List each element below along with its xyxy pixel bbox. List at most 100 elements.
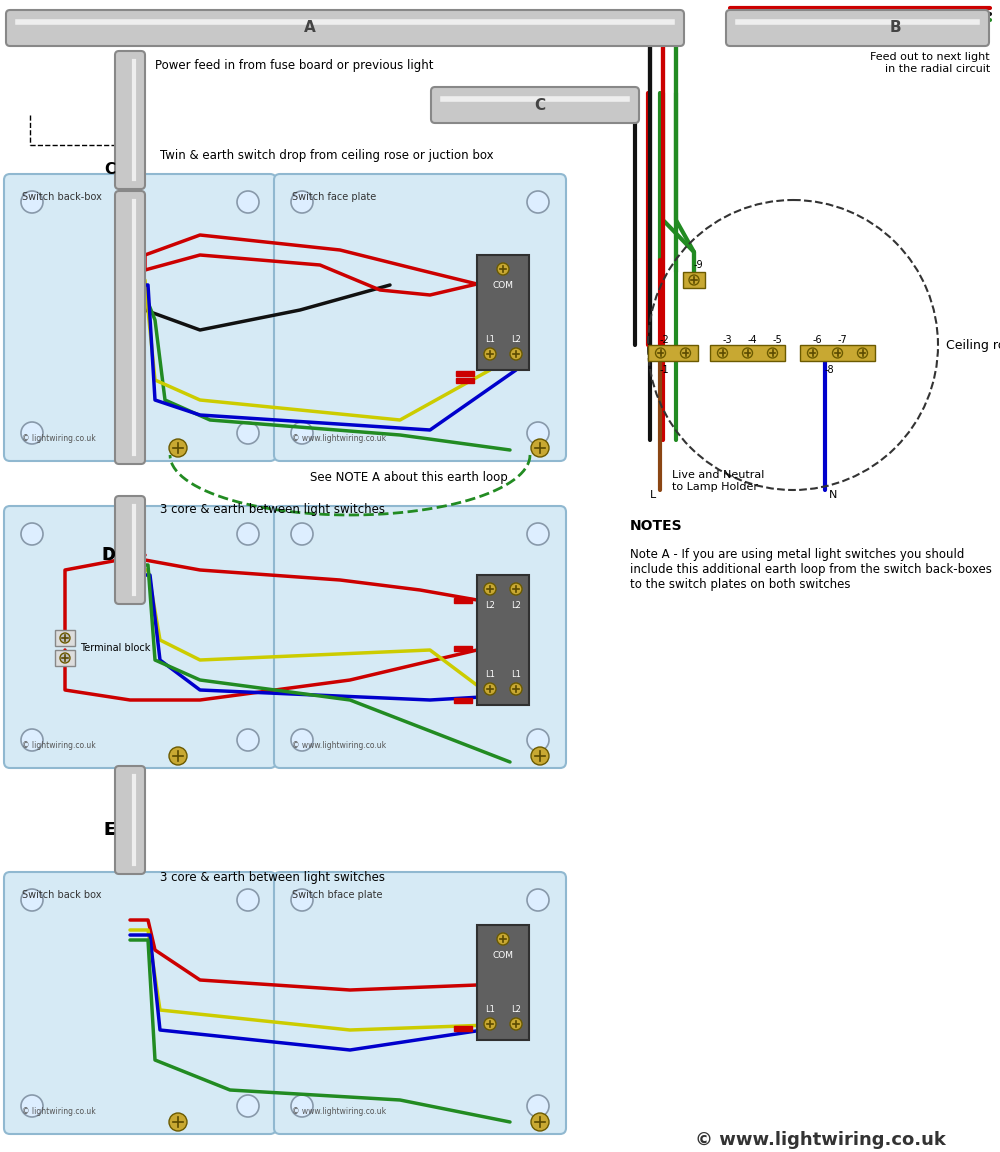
Text: © www.lightwiring.co.uk: © www.lightwiring.co.uk [292, 1107, 386, 1116]
Bar [454, 645, 472, 651]
Text: © www.lightwiring.co.uk: © www.lightwiring.co.uk [292, 434, 386, 444]
Text: L2: L2 [511, 601, 521, 611]
Text: C: C [534, 98, 546, 113]
FancyBboxPatch shape [4, 506, 276, 768]
Circle shape [21, 191, 43, 213]
Circle shape [510, 583, 522, 594]
Circle shape [808, 348, 818, 358]
Text: 3 core & earth between light switches: 3 core & earth between light switches [160, 503, 385, 516]
Circle shape [21, 1096, 43, 1117]
Text: B: B [889, 21, 901, 36]
Text: L2: L2 [485, 601, 495, 611]
Text: L1: L1 [485, 1005, 495, 1014]
Bar [477, 925, 529, 1040]
Circle shape [291, 523, 313, 545]
Text: © lightwiring.co.uk: © lightwiring.co.uk [22, 741, 96, 750]
Circle shape [531, 439, 549, 457]
Text: Switch bface plate: Switch bface plate [292, 890, 382, 900]
Circle shape [742, 348, 753, 358]
FancyBboxPatch shape [115, 51, 145, 189]
Text: NOTES: NOTES [630, 520, 683, 533]
Text: C: C [104, 162, 115, 177]
Circle shape [21, 523, 43, 545]
Text: © lightwiring.co.uk: © lightwiring.co.uk [22, 434, 96, 444]
Circle shape [237, 422, 259, 444]
Text: Feed out to next light
in the radial circuit: Feed out to next light in the radial cir… [870, 52, 990, 74]
Text: © www.lightwiring.co.uk: © www.lightwiring.co.uk [292, 741, 386, 750]
Bar [477, 575, 529, 705]
Text: -7: -7 [838, 335, 848, 344]
Text: © lightwiring.co.uk: © lightwiring.co.uk [22, 1107, 96, 1116]
Bar [477, 255, 529, 370]
Text: L1: L1 [511, 670, 521, 679]
Circle shape [656, 348, 666, 358]
Circle shape [527, 422, 549, 444]
Text: 3 core & earth between light switches: 3 core & earth between light switches [160, 872, 385, 885]
Circle shape [768, 348, 778, 358]
Bar [648, 344, 698, 361]
Text: D: D [101, 546, 115, 564]
Text: -3: -3 [723, 335, 733, 344]
FancyBboxPatch shape [274, 872, 566, 1134]
Circle shape [60, 653, 70, 664]
Text: -1: -1 [660, 365, 670, 376]
FancyBboxPatch shape [4, 872, 276, 1134]
Circle shape [60, 632, 70, 643]
Text: Power feed in from fuse board or previous light: Power feed in from fuse board or previou… [155, 59, 434, 71]
Circle shape [291, 422, 313, 444]
Text: Twin & earth switch drop from ceiling rose or juction box: Twin & earth switch drop from ceiling ro… [160, 149, 494, 161]
Text: -2: -2 [660, 335, 670, 344]
Text: N: N [829, 490, 837, 500]
Circle shape [510, 683, 522, 695]
Text: -4: -4 [748, 335, 758, 344]
Bar [454, 697, 472, 703]
Bar [800, 344, 875, 361]
Bar [456, 371, 474, 376]
Circle shape [832, 348, 842, 358]
Text: D: D [102, 547, 115, 562]
FancyBboxPatch shape [4, 174, 276, 461]
Circle shape [527, 1096, 549, 1117]
Bar [454, 598, 472, 602]
Text: -6: -6 [813, 335, 823, 344]
Text: See NOTE A about this earth loop: See NOTE A about this earth loop [310, 471, 508, 485]
Text: -9: -9 [694, 260, 704, 270]
Circle shape [531, 746, 549, 765]
Circle shape [527, 889, 549, 911]
Circle shape [291, 191, 313, 213]
Circle shape [527, 729, 549, 751]
Circle shape [680, 348, 690, 358]
Circle shape [237, 729, 259, 751]
Bar [710, 344, 785, 361]
Text: Live and Neutral
to Lamp Holder: Live and Neutral to Lamp Holder [672, 470, 764, 492]
Circle shape [237, 191, 259, 213]
FancyBboxPatch shape [115, 191, 145, 464]
Text: L2: L2 [511, 335, 521, 344]
Circle shape [237, 1096, 259, 1117]
Text: -5: -5 [773, 335, 783, 344]
Circle shape [858, 348, 868, 358]
Circle shape [291, 1096, 313, 1117]
Text: Ceiling rose: Ceiling rose [946, 339, 1000, 351]
Circle shape [531, 1113, 549, 1131]
Bar [454, 1025, 472, 1031]
Text: COM: COM [492, 281, 514, 290]
FancyBboxPatch shape [274, 506, 566, 768]
Text: Switch face plate: Switch face plate [292, 192, 376, 202]
Text: Note A - If you are using metal light switches you should
include this additiona: Note A - If you are using metal light sw… [630, 548, 992, 591]
Circle shape [510, 1018, 522, 1030]
Circle shape [169, 1113, 187, 1131]
Text: Switch back-box: Switch back-box [22, 192, 102, 202]
Text: A: A [304, 21, 316, 36]
FancyBboxPatch shape [274, 174, 566, 461]
Circle shape [21, 729, 43, 751]
Text: L1: L1 [485, 335, 495, 344]
FancyBboxPatch shape [726, 10, 989, 46]
Text: -8: -8 [825, 365, 835, 376]
Circle shape [497, 263, 509, 275]
Bar [55, 630, 75, 646]
Text: E: E [104, 821, 115, 839]
Circle shape [510, 348, 522, 359]
Circle shape [291, 729, 313, 751]
Text: Switch back box: Switch back box [22, 890, 102, 900]
